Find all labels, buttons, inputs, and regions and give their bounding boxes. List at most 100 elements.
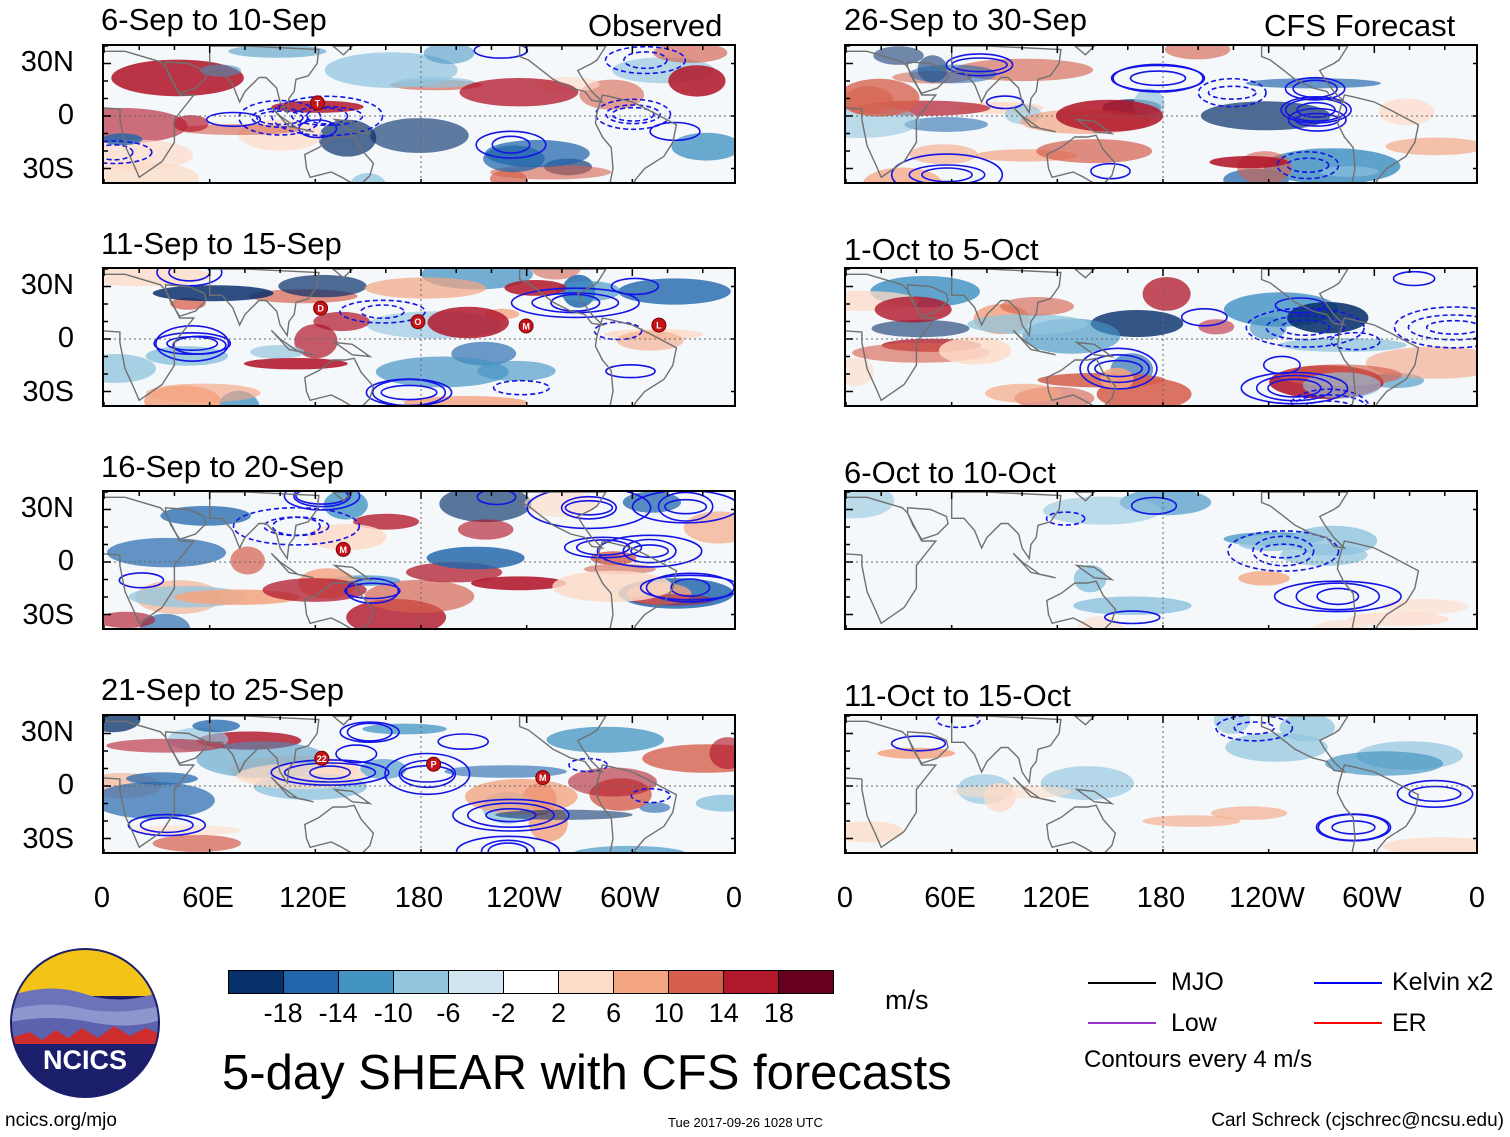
shear-anomaly-shade [294, 324, 338, 359]
kelvin-contour [623, 51, 668, 70]
kelvin-contour [487, 842, 529, 852]
coastline [906, 61, 949, 95]
kelvin-contour [1227, 530, 1340, 572]
kelvin-contour [232, 506, 361, 546]
kelvin-contour [1112, 63, 1204, 93]
colorbar-tick-label: 2 [551, 998, 567, 1028]
colorbar-swatch [284, 971, 339, 993]
shear-anomaly-shade [639, 802, 671, 813]
storm-marker [314, 750, 330, 766]
kelvin-contour [604, 46, 687, 75]
shear-anomaly-shade [459, 78, 579, 107]
coastline [1046, 134, 1117, 182]
shear-anomaly-shade [1164, 46, 1231, 60]
shear-anomaly-shade [552, 570, 673, 603]
map-background [846, 716, 1476, 852]
kelvin-contour [1233, 721, 1275, 735]
coastline [1073, 492, 1096, 502]
kelvin-contour [1288, 388, 1370, 405]
shear-anomaly-shade [1238, 571, 1290, 586]
shear-anomaly-shade [1142, 277, 1191, 311]
kelvin-contour [1396, 779, 1474, 808]
coastline [906, 731, 949, 765]
shear-anomaly-shade [1209, 156, 1288, 169]
kelvin-contour [205, 111, 262, 128]
kelvin-contour [1240, 371, 1349, 405]
shear-anomaly-shade [106, 738, 225, 753]
shear-anomaly-shade [616, 330, 684, 351]
shear-anomaly-shade [262, 578, 367, 602]
kelvin-contour [1252, 535, 1315, 567]
shear-anomaly-shade [396, 77, 475, 88]
kelvin-contour [360, 304, 405, 319]
shear-anomaly-shade [426, 546, 525, 570]
footer-url-link[interactable]: ncics.org/mjo [5, 1110, 117, 1131]
kelvin-contour [1267, 378, 1322, 398]
colorbar-swatch [779, 971, 833, 993]
shear-anomaly-shade [369, 118, 469, 153]
lon-tick-label: 120E [1022, 882, 1090, 914]
shear-anomaly-shade [1100, 367, 1134, 391]
kelvin-contour [631, 492, 734, 524]
colorbar-tick-label: 6 [606, 998, 622, 1028]
shear-anomaly-shade [353, 513, 419, 530]
kelvin-contour [593, 321, 643, 341]
lat-tick-label: 30N [20, 716, 74, 748]
kelvin-contour [335, 744, 378, 764]
shear-anomaly-shade [200, 64, 242, 77]
coastline [1073, 716, 1096, 726]
lat-tick-label: 30S [22, 823, 74, 855]
storm-label: M [339, 545, 347, 555]
kelvin-contour [1103, 610, 1161, 625]
coastline [594, 317, 678, 405]
lon-tick-label: 120W [486, 882, 562, 914]
shear-anomaly-shade [364, 579, 475, 613]
coastline [332, 788, 373, 805]
shear-anomaly-shade [574, 845, 685, 852]
kelvin-contour [605, 104, 661, 125]
coastline [950, 716, 1062, 785]
kelvin-contour [104, 144, 134, 161]
colorbar-swatch [449, 971, 504, 993]
kelvin-contour [1316, 587, 1360, 606]
kelvin-contour [1291, 394, 1368, 405]
kelvin-contour [306, 107, 349, 125]
kelvin-contour [1129, 70, 1187, 87]
panel-title: 6-Sep to 10-Sep [101, 2, 327, 37]
shear-anomaly-shade [904, 117, 988, 132]
shear-anomaly-shade [846, 357, 874, 387]
kelvin-contour [564, 500, 614, 516]
kelvin-contour [1408, 785, 1462, 803]
kelvin-contour [339, 721, 400, 744]
storm-label: T [315, 98, 321, 108]
coastline [1074, 788, 1115, 805]
shear-anomaly-shade [653, 46, 728, 63]
kelvin-contour [639, 574, 734, 601]
shear-map: T [104, 46, 734, 182]
kelvin-contour [1094, 359, 1143, 378]
colorbar-units: m/s [885, 985, 929, 1015]
kelvin-contour [1090, 162, 1131, 180]
coastline [208, 716, 320, 785]
lat-tick-label: 30N [20, 492, 74, 524]
legend-line-er [1314, 1022, 1382, 1024]
kelvin-contour [1197, 77, 1267, 108]
kelvin-contour [283, 762, 377, 783]
coastline [906, 507, 949, 541]
shear-anomaly-shade [709, 737, 734, 770]
kelvin-contour [491, 135, 531, 154]
kelvin-contour [365, 378, 453, 405]
panel-title: 16-Sep to 20-Sep [101, 449, 345, 484]
shear-map-panel [844, 714, 1478, 854]
lat-tick-label: 30N [20, 269, 74, 301]
kelvin-contour [1305, 400, 1353, 405]
shear-anomaly-shade [1198, 319, 1235, 335]
coastline [1046, 357, 1117, 405]
storm-label: 22 [317, 754, 327, 764]
kelvin-contour [139, 816, 194, 834]
coastline [518, 46, 607, 104]
logo-text: NCICS [43, 1045, 127, 1075]
storm-label: O [414, 317, 421, 327]
kelvin-contour [670, 578, 711, 598]
kelvin-contour [663, 498, 708, 515]
